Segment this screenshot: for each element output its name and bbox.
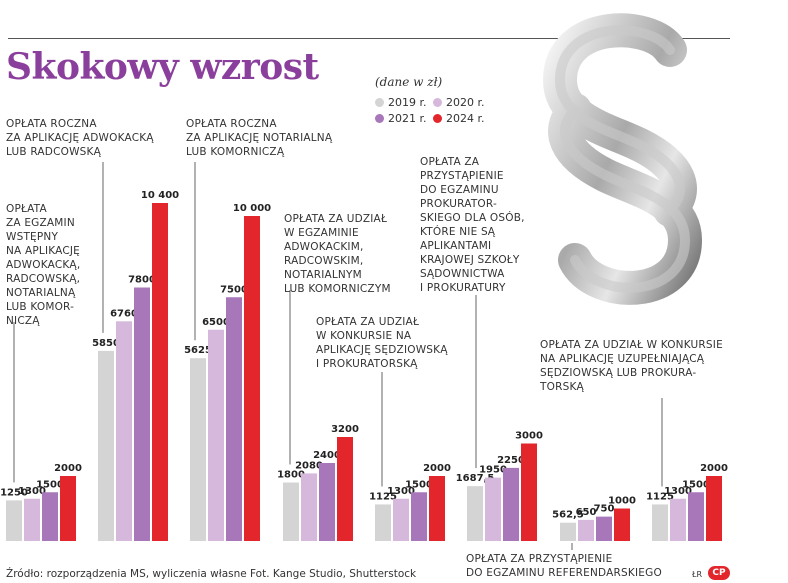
source-note: Źródło: rozporządzenia MS, wyliczenia wł… <box>6 568 247 580</box>
legend-swatch <box>433 114 442 123</box>
value-label: 3200 <box>331 424 359 435</box>
legend-item-2024: 2024 r. <box>433 112 485 125</box>
annotation-group-2: OPŁATA ROCZNA ZA APLIKACJĘ ADWOKACKĄ LUB… <box>6 118 154 158</box>
bar-3-2024 <box>244 216 260 541</box>
value-label: 2080 <box>295 460 323 471</box>
bar-5-2021 <box>411 492 427 541</box>
annotation-group-1: OPŁATA ZA EGZAMIN WSTĘPNY NA APLIKACJĘ A… <box>6 203 81 327</box>
value-label: 6760 <box>110 308 138 319</box>
bar-4-2020 <box>301 473 317 541</box>
value-label: 2000 <box>423 463 451 474</box>
value-label: 1687,5 <box>456 473 495 484</box>
bar-1-2020 <box>24 498 40 541</box>
bar-4-2024 <box>337 437 353 541</box>
bar-1-2019 <box>6 500 22 541</box>
photo-credit: Fot. Kange Studio, Shutterstock <box>250 568 417 580</box>
paragraph-sign-image <box>542 13 703 305</box>
author-initials: ŁR <box>692 570 703 579</box>
bar-8-2020 <box>670 498 686 541</box>
bar-3-2019 <box>190 358 206 541</box>
value-label: 1000 <box>608 496 636 507</box>
legend-label: 2020 r. <box>446 96 485 109</box>
bar-6-2024 <box>521 443 537 541</box>
value-label: 1300 <box>664 486 692 497</box>
bar-6-2019 <box>467 486 483 541</box>
legend-label: 2019 r. <box>388 96 427 109</box>
bar-5-2019 <box>375 504 391 541</box>
annotation-group-7: OPŁATA ZA PRZYSTĄPIENIE DO EGZAMINU REFE… <box>466 553 662 579</box>
legend-swatch <box>375 98 384 107</box>
value-label: 1125 <box>646 491 674 502</box>
bar-8-2024 <box>706 476 722 541</box>
bar-2-2024 <box>152 203 168 541</box>
value-label: 5850 <box>92 338 120 349</box>
legend-item-2021: 2021 r. <box>375 112 427 125</box>
value-label: 2250 <box>497 455 525 466</box>
value-label: 1500 <box>682 479 710 490</box>
value-label: 1500 <box>405 479 433 490</box>
bar-4-2019 <box>283 482 299 541</box>
legend-label: 2024 r. <box>446 112 485 125</box>
bar-7-2021 <box>596 516 612 541</box>
value-label: 10 400 <box>141 190 179 201</box>
annotation-group-6: OPŁATA ZA PRZYSTĄPIENIE DO EGZAMINU PROK… <box>420 156 525 294</box>
value-label: 10 000 <box>233 203 271 214</box>
annotation-group-8: OPŁATA ZA UDZIAŁ W KONKURSIE NA APLIKACJ… <box>540 339 723 393</box>
bar-8-2019 <box>652 504 668 541</box>
value-label: 7500 <box>220 284 248 295</box>
legend-swatch <box>375 114 384 123</box>
bar-5-2020 <box>393 498 409 541</box>
value-label: 1300 <box>18 486 46 497</box>
annotation-group-5: OPŁATA ZA UDZIAŁ W KONKURSIE NA APLIKACJ… <box>316 316 448 370</box>
bar-4-2021 <box>319 463 335 541</box>
value-label: 562,5 <box>552 510 584 521</box>
annotation-group-3: OPŁATA ROCZNA ZA APLIKACJĘ NOTARIALNĄ LU… <box>186 118 333 158</box>
chart-title: Skokowy wzrost <box>6 46 319 88</box>
annotation-group-4: OPŁATA ZA UDZIAŁ W EGZAMINIE ADWOKACKIM,… <box>284 213 391 295</box>
bar-1-2024 <box>60 476 76 541</box>
bar-1-2021 <box>42 492 58 541</box>
value-label: 1500 <box>36 479 64 490</box>
value-label: 7800 <box>128 275 156 286</box>
bar-3-2021 <box>226 297 242 541</box>
bar-8-2021 <box>688 492 704 541</box>
value-label: 2400 <box>313 450 341 461</box>
bar-6-2020 <box>485 477 501 541</box>
bar-7-2020 <box>578 519 594 541</box>
bar-2-2019 <box>98 350 114 541</box>
legend-label: 2021 r. <box>388 112 427 125</box>
legend-item-2019: 2019 r. <box>375 96 427 109</box>
bar-7-2024 <box>614 508 630 541</box>
bar-5-2024 <box>429 476 445 541</box>
legend-item-2020: 2020 r. <box>433 96 485 109</box>
bar-7-2019 <box>560 522 576 541</box>
bar-2-2021 <box>134 287 150 541</box>
value-label: 1950 <box>479 465 507 476</box>
value-label: 650 <box>576 507 597 518</box>
bar-6-2021 <box>503 467 519 541</box>
value-label: 1125 <box>369 491 397 502</box>
publisher-logo: CP <box>708 566 730 580</box>
value-label: 1250 <box>0 487 28 498</box>
value-label: 5625 <box>184 345 212 356</box>
top-rule <box>8 38 730 39</box>
value-label: 1800 <box>277 470 305 481</box>
bar-2-2020 <box>116 321 132 541</box>
value-label: 3000 <box>515 431 543 442</box>
value-label: 2000 <box>700 463 728 474</box>
value-label: 1300 <box>387 486 415 497</box>
bar-3-2020 <box>208 329 224 541</box>
value-label: 2000 <box>54 463 82 474</box>
legend-swatch <box>433 98 442 107</box>
value-label: 750 <box>594 504 615 515</box>
unit-note: (dane w zł) <box>375 75 443 89</box>
value-label: 6500 <box>202 317 230 328</box>
